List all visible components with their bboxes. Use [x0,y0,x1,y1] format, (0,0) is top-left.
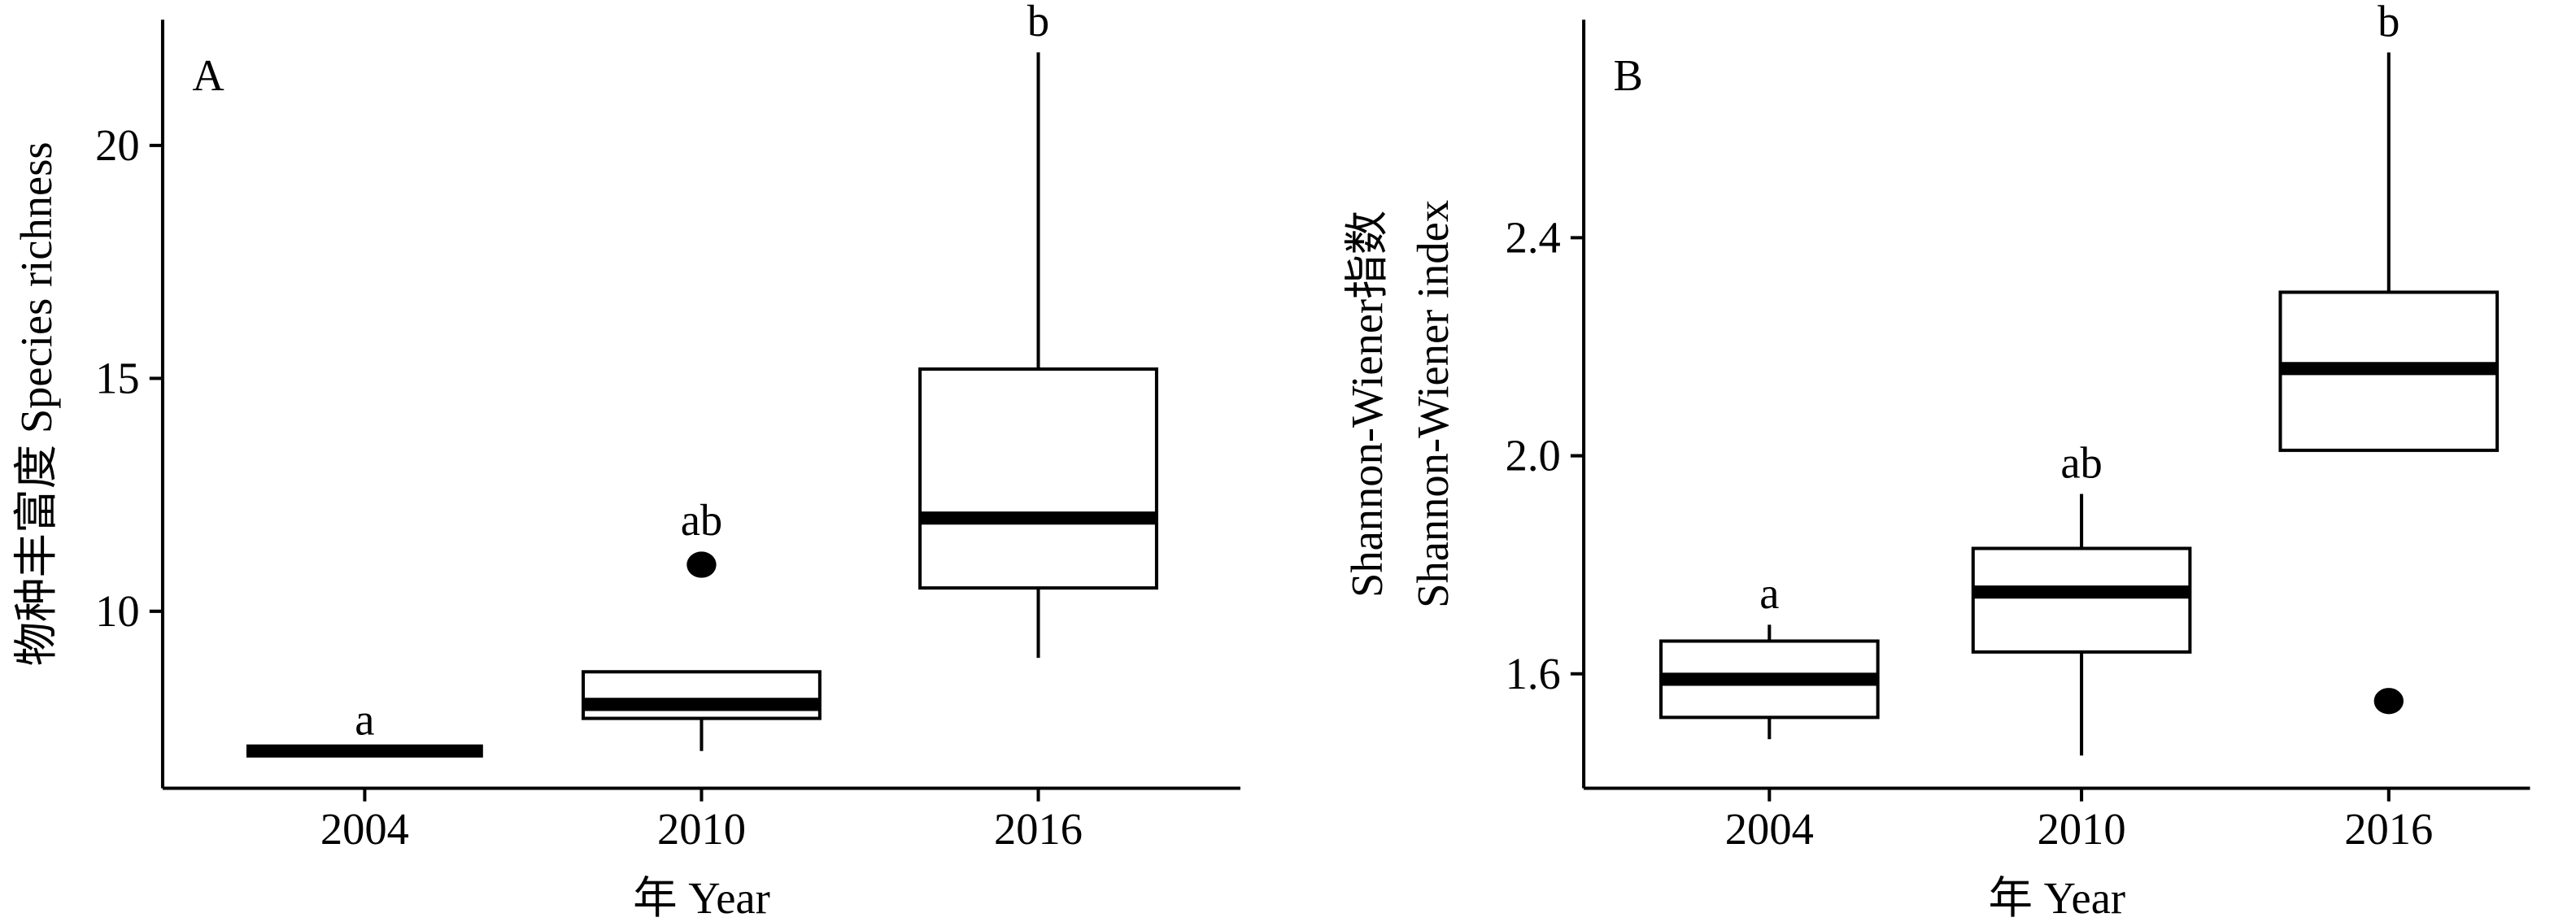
outlier [686,551,717,578]
significance-letter: a [355,694,374,744]
x-tick-label: 2004 [320,804,409,854]
significance-letter: ab [681,495,722,545]
y-axis-label: Shannon-Wiener index [1408,200,1458,608]
y-tick-label: 20 [95,120,140,170]
y-tick-label: 2.4 [1506,213,1561,263]
y-tick-label: 15 [95,354,140,403]
significance-letter: ab [2060,437,2102,487]
x-tick-label: 2016 [994,804,1083,854]
x-tick-label: 2004 [1725,804,1814,854]
figure-body: A 10 15 20 物种丰富度 Species richness 年 Year 2004 a… [11,0,2530,922]
significance-letter: a [1759,568,1779,618]
y-tick-label: 10 [95,586,140,636]
x-axis-label: 年 Year [633,873,770,922]
panel-label: A [192,50,224,100]
significance-letter: b [1027,0,1049,46]
panel-label: B [1613,50,1642,100]
x-tick-label: 2010 [657,804,746,854]
x-tick-label: 2016 [2344,804,2433,854]
box [582,670,822,720]
y-axis-label: Shannon-Wiener指数 [1342,211,1392,598]
outlier [2373,688,2404,715]
y-axis-label: 物种丰富度 Species richness [11,141,61,666]
significance-letter: b [2378,0,2399,46]
box [918,367,1158,590]
y-tick-label: 1.6 [1506,649,1561,698]
y-tick-label: 2.0 [1506,431,1561,481]
x-axis-label: 年 Year [1988,873,2125,922]
box [1971,546,2192,654]
x-tick-label: 2010 [2038,804,2126,854]
